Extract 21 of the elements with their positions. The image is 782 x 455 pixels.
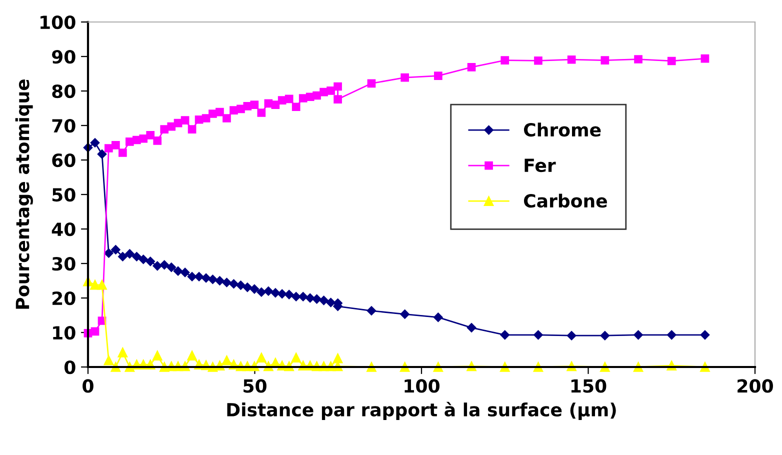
y-tick-label: 100 bbox=[40, 15, 76, 30]
y-tick-label: 10 bbox=[53, 326, 76, 340]
y-axis-title: Pourcentage atomique bbox=[15, 80, 33, 309]
x-tick-label: 150 bbox=[571, 379, 606, 393]
x-axis-title: Distance par rapport à la surface (µm) bbox=[227, 402, 616, 420]
y-tick-label: 50 bbox=[52, 188, 76, 202]
y-tick-label: 70 bbox=[52, 118, 76, 133]
x-tick-label: 50 bbox=[244, 379, 266, 393]
y-tick-label: 30 bbox=[52, 256, 76, 271]
x-tick-label: 100 bbox=[404, 379, 440, 393]
y-tick-label: 60 bbox=[52, 153, 76, 168]
legend-label: Carbone bbox=[524, 194, 607, 208]
x-tick-label: 0 bbox=[82, 379, 94, 393]
legend-label: Fer bbox=[524, 158, 556, 172]
legend-label: Chrome bbox=[524, 122, 601, 137]
x-tick-label: 200 bbox=[738, 379, 773, 393]
y-tick-label: 90 bbox=[52, 50, 76, 64]
y-tick-label: 40 bbox=[52, 222, 76, 236]
y-tick-label: 0 bbox=[64, 360, 76, 374]
y-tick-label: 20 bbox=[52, 291, 76, 306]
y-tick-label: 80 bbox=[52, 84, 76, 98]
